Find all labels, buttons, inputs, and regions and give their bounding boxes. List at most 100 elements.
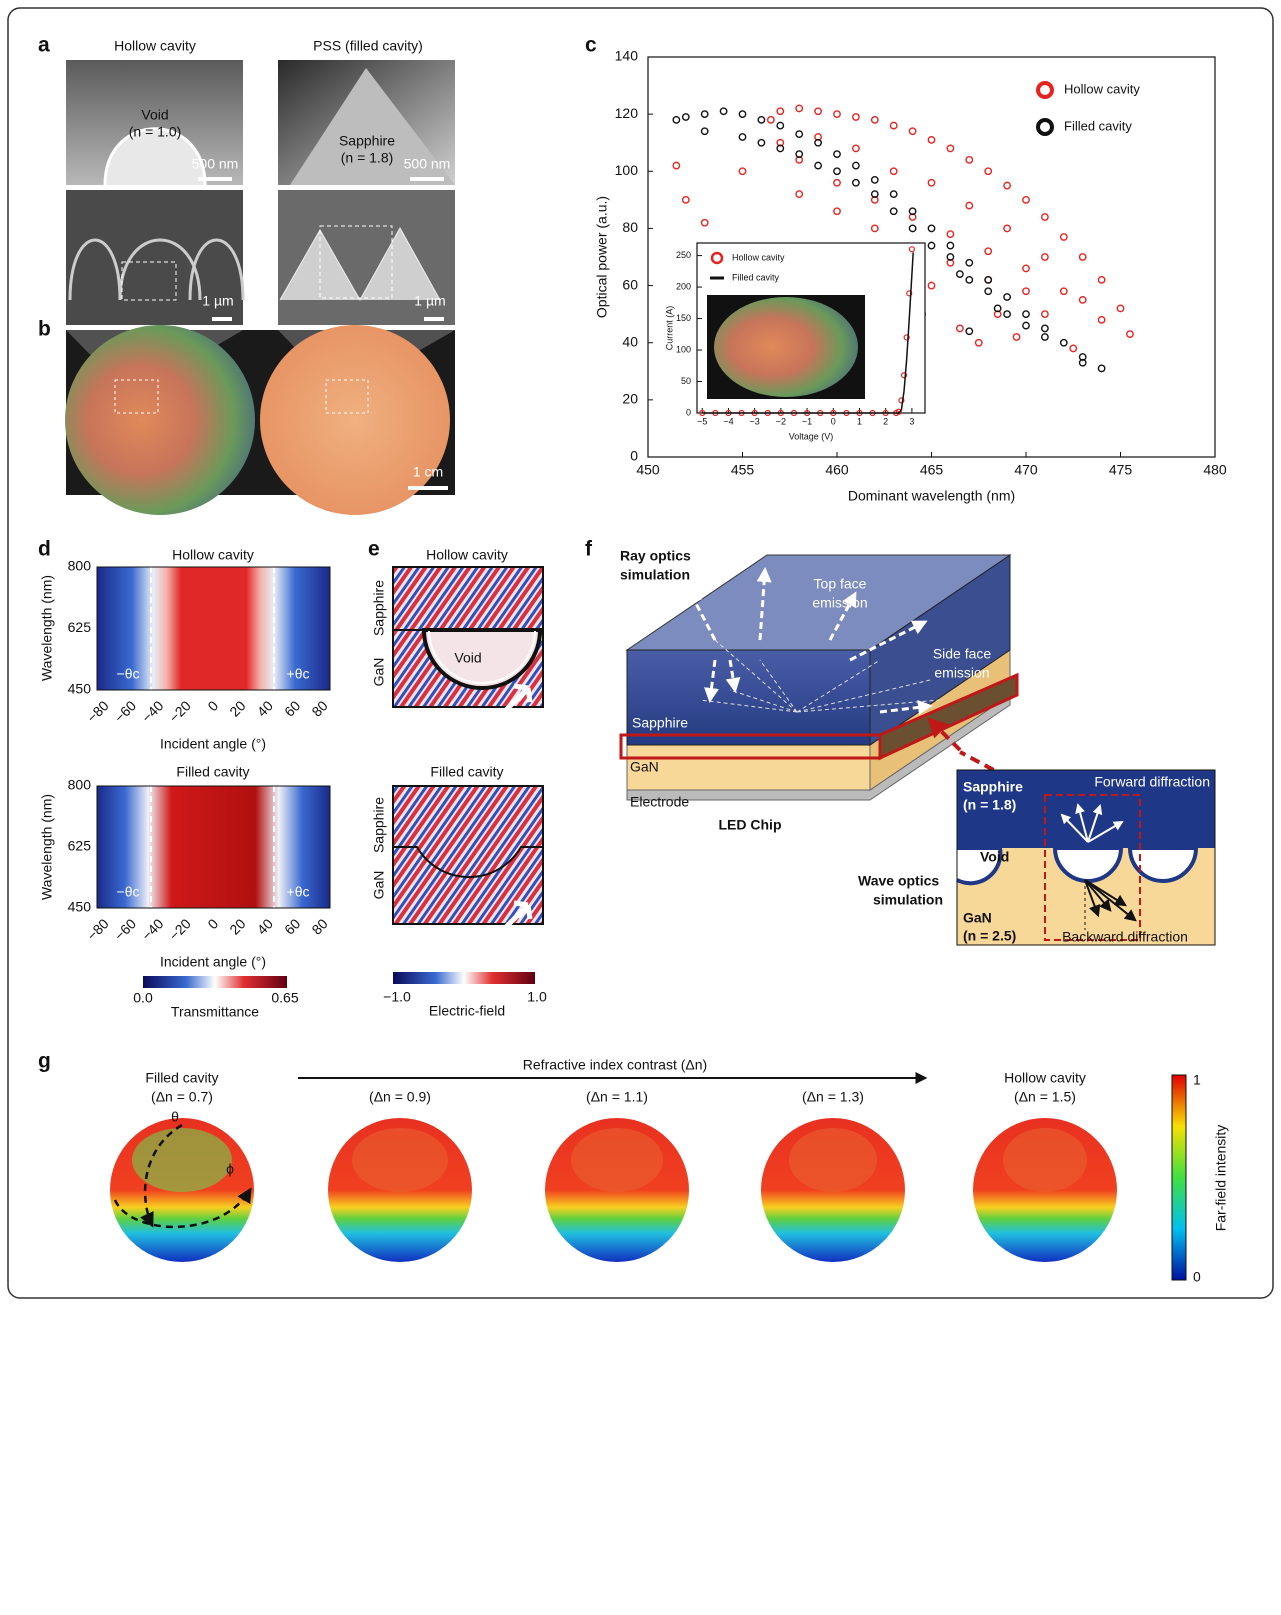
x-tick-label: 455 [731,462,755,478]
colorbar-label: 1.0 [527,989,547,1005]
y-tick-label: 450 [68,681,92,697]
layer-label: Sapphire [632,715,688,731]
y-tick-label: 800 [68,558,92,574]
x-tick-label: 0 [204,697,221,714]
panel-title: Hollow cavity [426,547,508,563]
x-tick-label: −3 [750,416,760,426]
panel-title: Hollow cavity [114,38,196,54]
angle-label: −θc [117,666,140,682]
arrow-label: Refractive index contrast (Δn) [523,1057,707,1073]
schematic-label: Wave optics [858,873,939,889]
dn-label: (Δn = 1.5) [1014,1089,1076,1105]
scale-bar-label: 1 µm [202,293,233,309]
y-tick-label: 20 [622,391,638,407]
x-tick-label: 80 [308,915,330,937]
angle-label: +θc [287,884,310,900]
x-tick-label: 470 [1014,462,1038,478]
colorbar-label: 1 [1193,1072,1201,1088]
schematic-label: Top face [814,576,867,592]
scale-bar-label: 500 nm [404,156,451,172]
x-tick-label: 465 [920,462,944,478]
schematic-label: simulation [620,567,690,583]
figure: a b c d e f g Hollow cavity PSS (filled … [0,0,1281,1300]
colorbar-title: Transmittance [171,1004,259,1020]
y-tick-label: 625 [68,838,92,854]
axis-label: Wavelength (nm) [39,575,55,681]
y-tick-label: 60 [622,276,638,292]
inset-label: (n = 2.5) [963,928,1016,944]
x-axis-label: Dominant wavelength (nm) [848,488,1015,504]
inset-label: Forward diffraction [1094,774,1210,790]
y-tick-label: 800 [68,777,92,793]
layer-label: Electrode [630,794,689,810]
angle-label: +θc [287,666,310,682]
dn-label: (Δn = 0.7) [151,1089,213,1105]
annotation: Void [454,650,481,666]
annotation: Sapphire [339,133,395,149]
panel-label: e [368,538,380,561]
colorbar-label: 0.65 [271,990,298,1006]
panel-label: b [38,318,51,341]
panel-title: Filled cavity [176,764,249,780]
y-tick-label: 100 [615,162,639,178]
layer-label: GaN [630,759,659,775]
y-tick-label: 80 [622,219,638,235]
annotation: Void [141,107,168,123]
legend-label: Hollow cavity [732,252,785,262]
axis-label: Wavelength (nm) [39,794,55,900]
x-tick-label: 20 [226,915,248,937]
y-tick-label: 150 [676,313,691,323]
x-tick-label: 480 [1203,462,1227,478]
sphere-label: Filled cavity [145,1070,218,1086]
inset-wafer [714,297,858,397]
angle-symbol: θ [171,1109,179,1125]
schematic-label: LED Chip [719,817,782,833]
schematic-label: emission [934,665,989,681]
layer-label: Sapphire [371,797,387,853]
schematic-label: simulation [873,892,943,908]
y-axis-label: Optical power (a.u.) [594,196,610,318]
colorbar-title: Far-field intensity [1213,1125,1229,1232]
x-tick-label: −80 [84,697,112,725]
axis-label: Incident angle (°) [160,736,266,752]
x-tick-label: 475 [1109,462,1133,478]
panel-title: PSS (filled cavity) [313,38,423,54]
x-tick-label: 80 [308,697,330,719]
x-tick-label: 460 [825,462,849,478]
legend-label: Hollow cavity [1064,81,1140,96]
x-tick-label: 3 [909,416,914,426]
hotspot [132,1128,232,1192]
y-tick-label: 100 [676,344,691,354]
dn-label: (Δn = 1.3) [802,1089,864,1105]
legend-label: Filled cavity [732,272,780,282]
inset-label: Void [980,849,1009,865]
panel-label: d [38,538,51,561]
scale-bar-label: 1 cm [413,464,443,480]
x-tick-label: −40 [138,915,166,943]
panel-title: Filled cavity [430,764,503,780]
scatter-chart: 450455460465470475480020406080100120140D… [594,48,1227,504]
inset-label: GaN [963,910,992,926]
x-tick-label: −5 [697,416,707,426]
sphere-label: Hollow cavity [1004,1070,1086,1086]
panel-title: Hollow cavity [172,547,254,563]
y-tick-label: 250 [676,250,691,260]
page: a b c d e f g Hollow cavity PSS (filled … [0,0,1281,1615]
legend-label: Filled cavity [1064,118,1132,133]
dn-label: (Δn = 0.9) [369,1089,431,1105]
angle-label: −θc [117,884,140,900]
x-tick-label: 60 [281,697,303,719]
panel-label: c [585,34,597,57]
x-tick-label: −60 [111,915,139,943]
schematic-label: Side face [933,646,992,662]
scale-bar-label: 1 µm [414,293,445,309]
x-tick-label: 40 [254,915,276,937]
x-tick-label: 0 [831,416,836,426]
x-tick-label: 450 [636,462,660,478]
y-tick-label: 450 [68,899,92,915]
x-tick-label: 40 [254,697,276,719]
dn-label: (Δn = 1.1) [586,1089,648,1105]
far-field-spheres: (Δn = 0.7) (Δn = 0.9) (Δn = 1.1) (Δn = 1.3)… [110,1075,1186,1280]
y-tick-label: 120 [615,105,639,121]
schematic-label: emission [812,595,867,611]
